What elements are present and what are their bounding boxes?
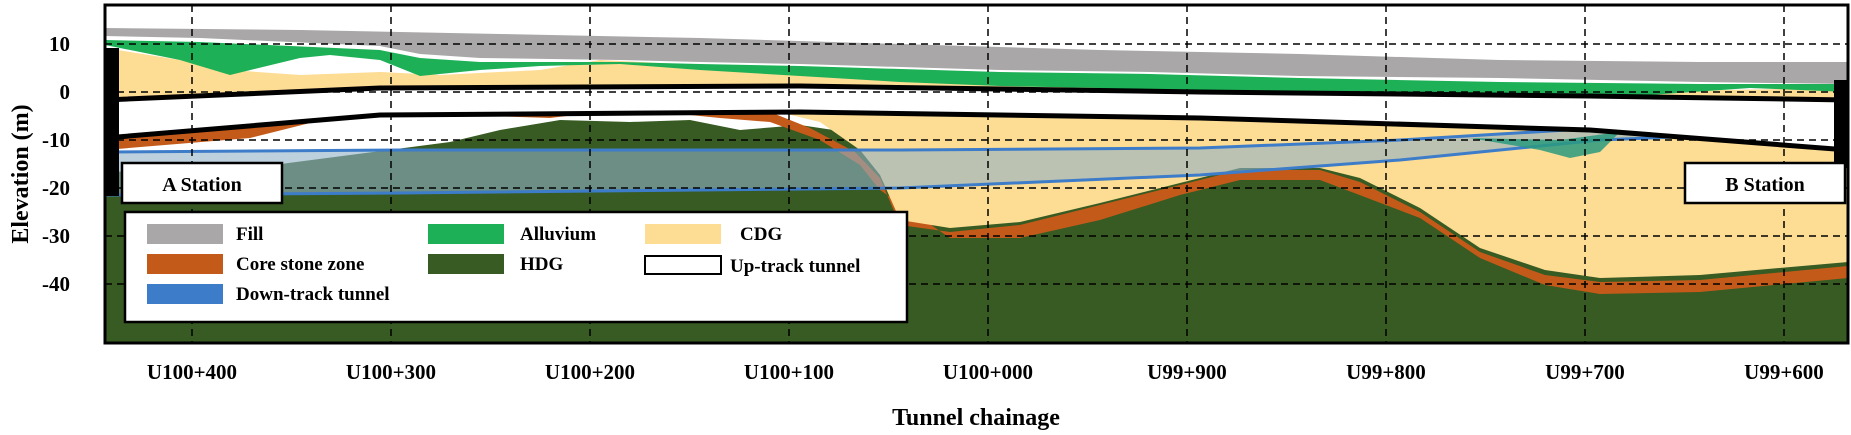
x-axis-title: Tunnel chainage [892,405,1060,431]
x-tick-label: U100+200 [545,360,635,384]
x-tick-label: U99+600 [1744,360,1824,384]
down-track-tunnel [105,108,1848,197]
svg-text:Alluvium: Alluvium [520,224,596,245]
x-tick-label: U99+700 [1545,360,1625,384]
x-tick-label: U100+400 [147,360,237,384]
legend-entry-fill: Fill [147,224,263,245]
y-tick-label: 0 [60,80,71,104]
svg-text:Up-track tunnel: Up-track tunnel [730,256,860,277]
plot-frame [103,3,1850,345]
y-tick-label: 10 [49,32,70,56]
legend-entry-down-track: Down-track tunnel [147,284,390,305]
tunnel-teal-patch [1470,132,1620,158]
legend-entry-up-track: Up-track tunnel [644,255,860,277]
svg-text:A Station: A Station [162,174,241,196]
x-axis-tick-labels: U100+400 U100+300 U100+200 U100+100 U100… [147,360,1824,384]
legend-box [123,210,909,324]
svg-text:CDG: CDG [740,224,782,245]
y-tick-label: -40 [42,272,70,296]
up-track-tunnel [105,83,1848,153]
x-tick-label: U100+100 [744,360,834,384]
x-tick-label: U100+000 [943,360,1033,384]
legend: Fill Alluvium CDG Core stone zone HDG Up… [123,210,909,324]
y-tick-label: -20 [42,176,70,200]
legend-entry-core-stone: Core stone zone [147,254,364,275]
y-tick-label: -10 [42,128,70,152]
svg-text:HDG: HDG [520,254,564,275]
x-tick-label: U99+800 [1346,360,1426,384]
y-axis-tick-labels: 10 0 -10 -20 -30 -40 [42,32,70,296]
legend-entry-alluvium: Alluvium [428,224,596,245]
svg-text:Core stone zone: Core stone zone [236,254,364,275]
x-tick-label: U99+900 [1147,360,1227,384]
fill-layer [105,28,1848,84]
y-axis-title: Elevation (m) [8,104,34,243]
alluvium-layer [105,40,1848,96]
station-a-wall [105,48,119,196]
legend-entry-cdg: CDG [645,224,782,245]
svg-text:Down-track tunnel: Down-track tunnel [236,284,390,305]
svg-text:B Station: B Station [1725,174,1804,196]
x-tick-label: U100+300 [346,360,436,384]
station-b-label: B Station [1683,161,1847,205]
station-b-wall [1834,80,1848,168]
y-tick-label: -30 [42,224,70,248]
legend-entry-hdg: HDG [428,254,564,275]
svg-text:Fill: Fill [236,224,263,245]
station-a-label: A Station [120,161,284,205]
